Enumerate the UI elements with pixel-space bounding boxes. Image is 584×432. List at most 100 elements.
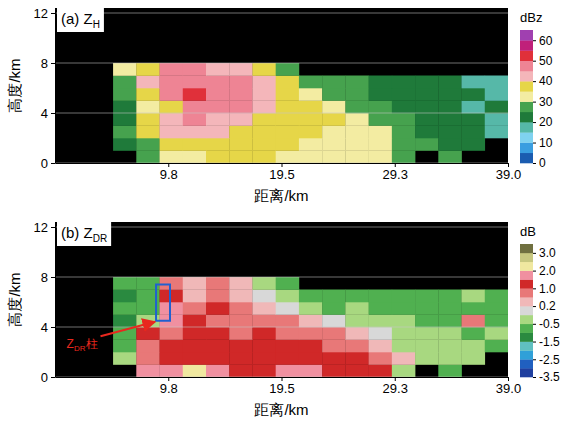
cell [322,352,346,365]
x-tick-group: 39.0 [496,163,521,182]
grid-line [55,327,508,328]
y-tick-label: 8 [41,56,48,71]
x-tick-label: 9.8 [160,167,178,182]
cell [345,327,369,340]
cell [322,138,346,151]
colorbar-tick-group: 0 [533,156,546,170]
colorbar-tick-group: 40 [533,74,553,88]
annotation-subscript: DR [74,344,86,353]
cell [276,340,300,353]
cell [438,315,462,328]
y-tick-group: 8 [41,270,55,285]
annotation-suffix: 柱 [86,337,98,351]
cell [160,63,184,76]
cell [438,290,462,303]
cell [438,151,462,164]
colorbar-tick [533,359,536,360]
cell [206,76,230,89]
colorbar-tick [533,163,536,164]
cell [229,113,253,126]
cell [113,340,137,353]
panel: 9.819.529.339.004812距离/km高度/km(a) ZH0102… [6,6,553,204]
cell [415,327,439,340]
cell [415,113,439,126]
cell [322,88,346,101]
cell [276,365,300,378]
cell [369,138,393,151]
cell [299,340,323,353]
colorbar-tick-label: 0 [539,156,546,170]
cell [276,290,300,303]
cell [113,302,137,315]
cell [160,126,184,139]
colorbar-bin [520,288,533,297]
cell [438,76,462,89]
cell [276,113,300,126]
x-tick-label: 29.3 [383,167,408,182]
cell [252,340,276,353]
colorbar-tick-label: 0.2 [539,299,556,313]
cell [415,138,439,151]
y-tick-label: 4 [41,106,48,121]
cell [485,340,508,353]
cell [299,365,323,378]
x-axis: 9.8 19.5 29.3 39.0 [56,163,522,182]
cell [160,365,184,378]
panel-title-background [57,222,111,246]
cell [415,126,439,139]
grid-line [55,163,508,164]
cell [438,302,462,315]
cell [392,340,416,353]
cell [369,290,393,303]
colorbar: 3.02.01.00.2-0.5-1.5-2.5-3.5dB [520,224,560,384]
y-tick-label: 12 [34,220,48,235]
cell [183,151,207,164]
cell [113,126,137,139]
cell [183,315,207,328]
y-axis: 04812 [34,220,56,385]
x-tick-group: 19.5 [269,163,294,182]
cell [136,126,160,139]
colorbar-bin [520,350,533,359]
cell [206,327,230,340]
colorbar-bin [520,81,533,92]
colorbar-bin [520,297,533,306]
cell [229,315,253,328]
y-tick [51,63,55,64]
cell [206,365,230,378]
x-axis-title: 距离/km [254,187,308,204]
x-tick-label: 39.0 [496,381,521,396]
cell [252,151,276,164]
cell [136,76,160,89]
cell [322,315,346,328]
colorbar-tick [533,40,536,41]
cell [183,302,207,315]
cell [485,126,508,139]
figure: 9.819.529.339.004812距离/km高度/km(a) ZH0102… [0,0,584,432]
cell [369,76,393,89]
cell [136,101,160,114]
y-tick-label: 0 [41,370,48,385]
cell [299,315,323,328]
y-tick [51,163,55,164]
cell [136,365,160,378]
annotation-box [156,285,170,321]
cell [252,352,276,365]
cell [136,63,160,76]
y-tick-label: 0 [41,156,48,171]
colorbar-tick [533,253,536,254]
cell [369,365,393,378]
cell [136,88,160,101]
colorbar-bin [520,271,533,280]
cell [322,101,346,114]
cell [392,138,416,151]
colorbar-bin [520,324,533,333]
cell [369,302,393,315]
cell [438,365,462,378]
cell [415,290,439,303]
cell [252,327,276,340]
cell [485,101,508,114]
cell [462,290,486,303]
cell [252,126,276,139]
cell [183,340,207,353]
